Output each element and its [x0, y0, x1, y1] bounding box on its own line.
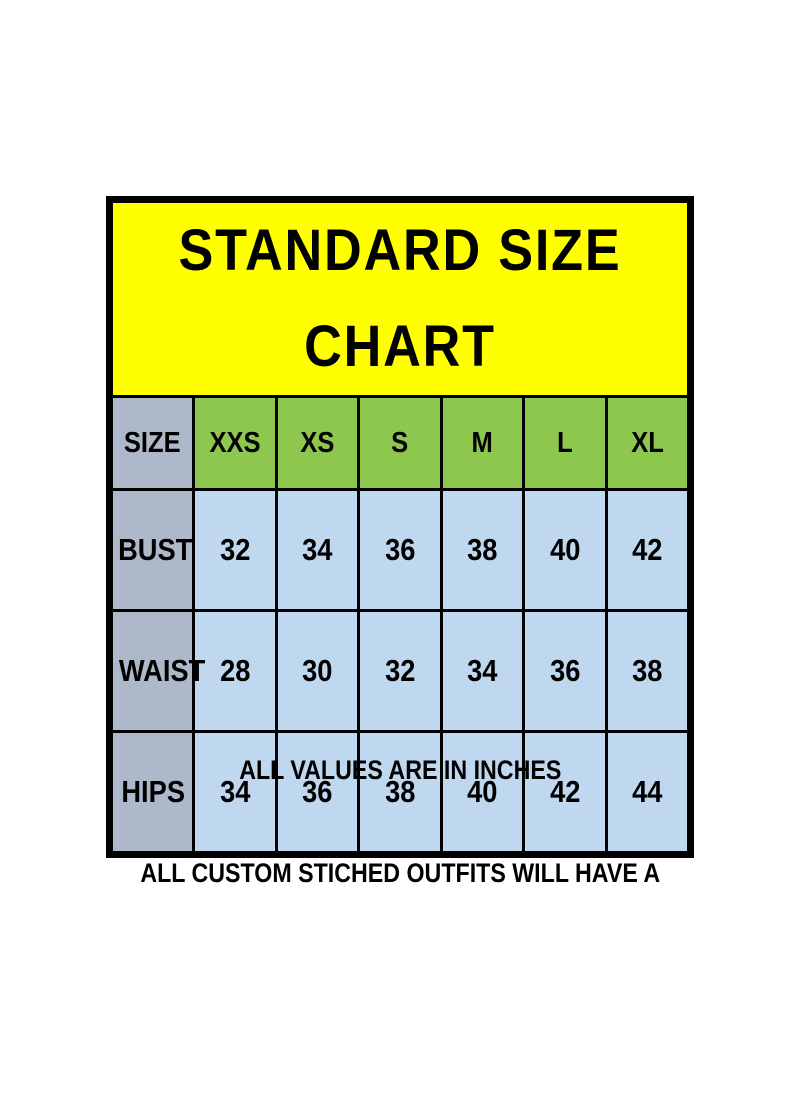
- cell-bust-s: 36: [357, 488, 443, 612]
- note-custom-stitched: ALL CUSTOM STICHED OUTFITS WILL HAVE A: [0, 858, 800, 889]
- chart-title-row: STANDARD SIZE CHART: [110, 200, 690, 398]
- cell-hips-s: 38: [357, 730, 443, 854]
- table-row: WAIST 28 30 32 34 36: [109, 609, 691, 733]
- header-size-m: M: [439, 395, 526, 491]
- row-label-bust-text: BUST: [118, 532, 193, 567]
- row-label-bust: BUST: [109, 488, 196, 612]
- cell-hips-l-value: 42: [549, 774, 580, 809]
- note-units-text: ALL VALUES ARE IN INCHES: [238, 755, 562, 785]
- cell-waist-m: 34: [439, 609, 526, 733]
- cell-waist-xxs-value: 28: [219, 653, 251, 688]
- table-row: BUST 32 34 36 38 40: [109, 488, 691, 612]
- cell-bust-xs: 34: [274, 488, 361, 612]
- cell-waist-xs: 30: [274, 609, 361, 733]
- header-size-l-label: L: [557, 426, 573, 459]
- cell-hips-xl: 44: [604, 730, 691, 854]
- cell-bust-m-value: 38: [467, 532, 498, 567]
- header-corner-label: SIZE: [124, 426, 182, 459]
- cell-hips-xxs-value: 34: [219, 774, 251, 809]
- header-size-s-label: S: [391, 426, 409, 459]
- row-label-waist-text: WAIST: [118, 653, 206, 688]
- header-size-xl-label: XL: [630, 426, 664, 459]
- cell-waist-xl-value: 38: [632, 653, 663, 688]
- size-chart-container: STANDARD SIZE CHART SIZE XXS XS S: [106, 196, 694, 858]
- cell-bust-s-value: 36: [384, 532, 416, 567]
- cell-waist-xxs: 28: [192, 609, 278, 733]
- cell-waist-s-value: 32: [384, 653, 416, 688]
- header-size-m-label: M: [471, 426, 494, 459]
- cell-bust-xl-value: 42: [632, 532, 663, 567]
- header-size-xl: XL: [604, 395, 691, 491]
- cell-hips-l: 42: [522, 730, 608, 854]
- note-custom-stitched-text: ALL CUSTOM STICHED OUTFITS WILL HAVE A: [140, 858, 660, 888]
- header-corner-size: SIZE: [109, 395, 196, 491]
- note-units: ALL VALUES ARE IN INCHES: [0, 755, 800, 786]
- page-title: STANDARD SIZE CHART: [178, 218, 622, 379]
- standard-size-chart-table: STANDARD SIZE CHART SIZE XXS XS S: [109, 200, 691, 854]
- cell-bust-xl: 42: [604, 488, 691, 612]
- cell-bust-l: 40: [522, 488, 608, 612]
- cell-bust-xxs: 32: [192, 488, 278, 612]
- cell-waist-xl: 38: [604, 609, 691, 733]
- cell-waist-l: 36: [522, 609, 608, 733]
- cell-waist-xs-value: 30: [302, 653, 333, 688]
- row-label-waist: WAIST: [109, 609, 205, 733]
- cell-bust-xs-value: 34: [302, 532, 333, 567]
- size-header-row: SIZE XXS XS S M L: [109, 395, 691, 491]
- cell-bust-m: 38: [439, 488, 526, 612]
- header-size-l: L: [522, 395, 608, 491]
- cell-waist-m-value: 34: [467, 653, 498, 688]
- header-size-s: S: [357, 395, 443, 491]
- cell-hips-m: 40: [439, 730, 526, 854]
- cell-hips-s-value: 38: [384, 774, 416, 809]
- header-size-xxs: XXS: [192, 395, 278, 491]
- chart-title-cell: STANDARD SIZE CHART: [110, 200, 690, 398]
- cell-bust-xxs-value: 32: [219, 532, 251, 567]
- cell-hips-xl-value: 44: [632, 774, 663, 809]
- cell-waist-l-value: 36: [549, 653, 580, 688]
- cell-hips-xs: 36: [274, 730, 361, 854]
- cell-hips-m-value: 40: [467, 774, 498, 809]
- table-row: HIPS 34 36 38 40 42: [109, 730, 691, 854]
- cell-hips-xxs: 34: [192, 730, 278, 854]
- cell-hips-xs-value: 36: [302, 774, 333, 809]
- header-size-xs: XS: [274, 395, 361, 491]
- row-label-hips-text: HIPS: [120, 774, 185, 809]
- row-label-hips: HIPS: [109, 730, 196, 854]
- cell-waist-s: 32: [357, 609, 443, 733]
- cell-bust-l-value: 40: [549, 532, 580, 567]
- header-size-xs-label: XS: [300, 426, 335, 459]
- header-size-xxs-label: XXS: [209, 426, 261, 459]
